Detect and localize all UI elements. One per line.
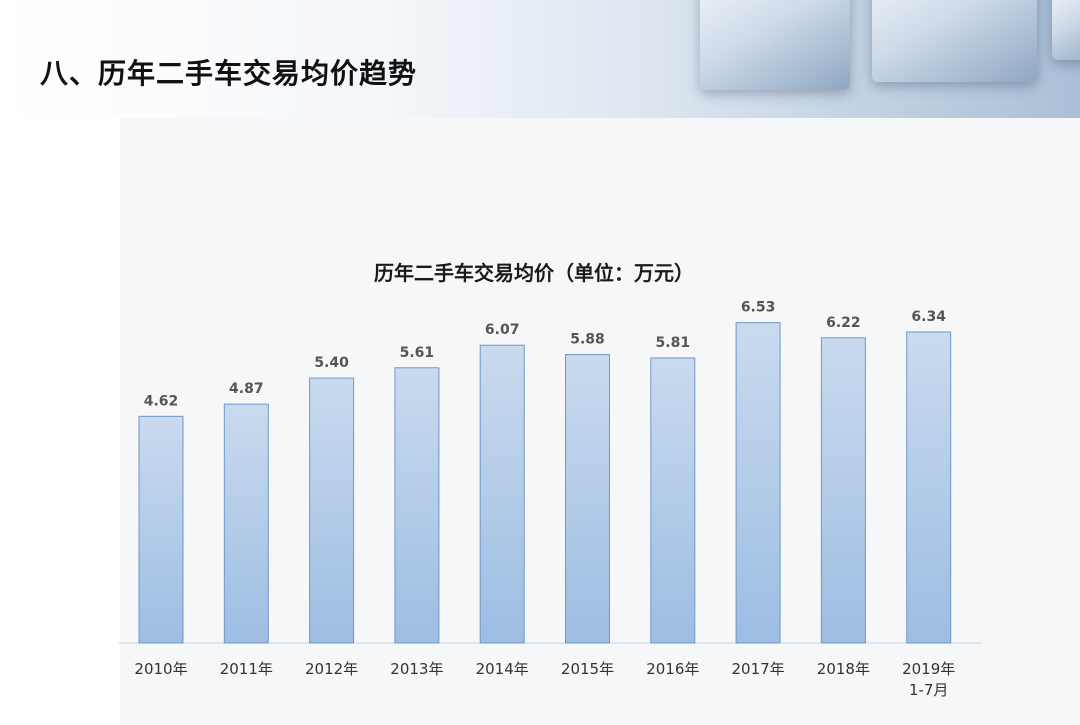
x-tick-label: 2018年	[817, 660, 870, 678]
bar	[820, 337, 866, 644]
chart-title: 历年二手车交易均价（单位：万元）	[374, 261, 694, 285]
data-label: 4.62	[144, 393, 179, 409]
x-tick-label: 2017年	[732, 660, 785, 678]
data-label: 5.40	[314, 355, 349, 371]
x-tick-label: 2011年	[220, 660, 273, 678]
bar	[309, 377, 355, 644]
decorative-cube-image	[1052, 0, 1080, 60]
x-tick-label: 2016年	[646, 660, 699, 678]
bar	[138, 415, 184, 644]
bar	[223, 403, 269, 644]
data-label: 5.88	[570, 332, 605, 348]
x-tick-label: 2019年 1-7月	[902, 660, 955, 699]
bar	[394, 367, 440, 644]
decorative-cube-image	[872, 0, 1037, 82]
bar	[906, 331, 952, 644]
decorative-cube-image	[700, 0, 850, 90]
data-label: 5.61	[400, 345, 435, 361]
data-label: 6.53	[741, 300, 776, 316]
bar	[565, 354, 610, 644]
data-label: 6.22	[826, 315, 861, 331]
x-tick-label: 2012年	[305, 660, 358, 678]
x-tick-label: 2014年	[476, 660, 529, 678]
x-tick-label: 2015年	[561, 660, 614, 678]
data-label: 4.87	[229, 381, 264, 397]
data-label: 5.81	[656, 335, 691, 351]
page-title: 八、历年二手车交易均价趋势	[40, 57, 418, 90]
bar	[650, 357, 696, 644]
data-label: 6.34	[911, 309, 946, 325]
bar	[479, 344, 525, 644]
x-tick-label: 2010年	[134, 660, 187, 678]
bar	[735, 322, 781, 644]
header-banner: 八、历年二手车交易均价趋势	[0, 0, 1080, 118]
x-tick-label: 2013年	[390, 660, 443, 678]
data-label: 6.07	[485, 322, 520, 338]
